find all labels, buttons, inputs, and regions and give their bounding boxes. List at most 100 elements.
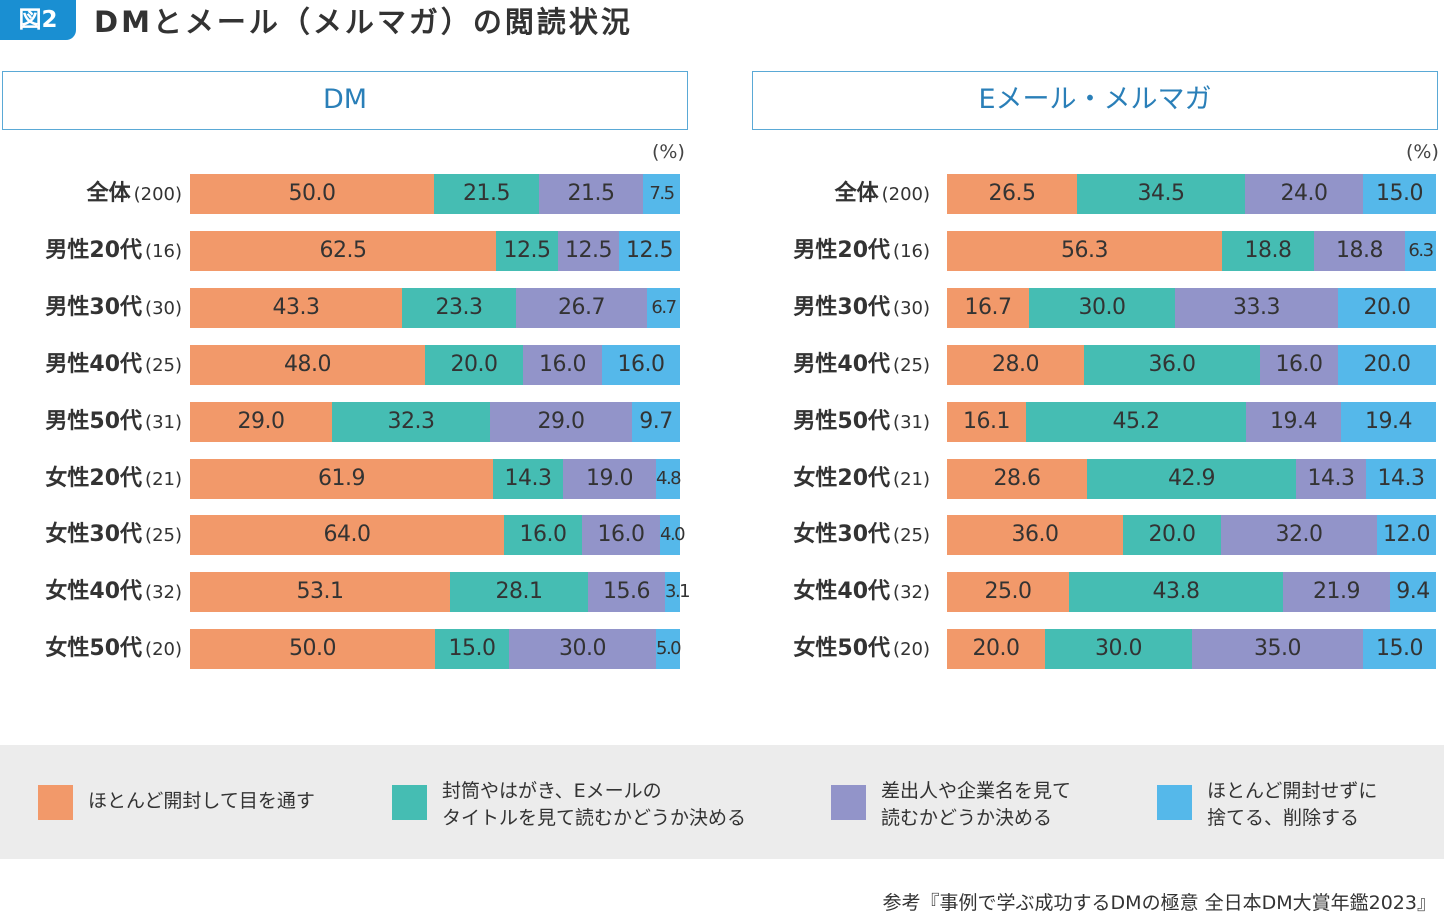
bar-segment-4: 12.5 [619,231,680,271]
bar-dm: 29.0 32.3 29.0 9.7 [190,402,680,442]
row-category: 男性20代 [45,238,143,263]
legend-swatch-2 [392,785,427,820]
legend [0,745,1444,859]
bar-segment-1: 50.0 [190,174,434,214]
row-category: 女性50代 [793,636,891,661]
bar-dm: 53.1 28.1 15.6 3.1 [190,572,691,612]
row-sample-size: (20) [145,639,182,660]
row-sample-size: (30) [145,298,182,319]
panel-header-dm: DM [2,71,688,130]
row-label-email: 女性50代 (20) [793,629,930,669]
bar-segment-3: 16.0 [1260,345,1338,385]
legend-swatch-1 [38,785,73,820]
row-sample-size: (31) [893,412,930,433]
bar-segment-4: 19.4 [1341,402,1436,442]
row-label-dm: 男性40代 (25) [45,345,182,385]
bar-segment-3: 30.0 [509,629,656,669]
bar-segment-1: 53.1 [190,572,450,612]
row-label-dm: 女性40代 (32) [45,572,182,612]
bar-segment-1: 16.1 [947,402,1026,442]
bar-segment-1: 62.5 [190,231,496,271]
row-label-dm: 女性30代 (25) [45,515,182,555]
bar-segment-1: 28.6 [947,459,1087,499]
bar-segment-3: 35.0 [1192,629,1363,669]
bar-segment-1: 36.0 [947,515,1123,555]
row-sample-size: (31) [145,412,182,433]
bar-segment-4: 6.3 [1405,231,1436,271]
legend-swatch-4 [1157,785,1192,820]
bar-segment-4: 12.0 [1377,515,1436,555]
row-category: 男性20代 [793,238,891,263]
row-category: 男性50代 [793,409,891,434]
unit-label-dm: (%) [652,141,685,163]
bar-email: 28.0 36.0 16.0 20.0 [947,345,1436,385]
legend-text-1: ほとんど開封して目を通す [88,790,315,812]
bar-segment-2: 16.0 [504,515,582,555]
bar-segment-1: 48.0 [190,345,425,385]
bar-segment-4: 3.1 [665,572,691,612]
bar-segment-1: 43.3 [190,288,402,328]
unit-label-email: (%) [1406,141,1439,163]
bar-segment-2: 23.3 [402,288,516,328]
bar-segment-4: 16.0 [602,345,680,385]
bar-dm: 48.0 20.0 16.0 16.0 [190,345,680,385]
bar-segment-2: 34.5 [1077,174,1245,214]
bar-email: 16.7 30.0 33.3 20.0 [947,288,1436,328]
bar-segment-3: 14.3 [1296,459,1366,499]
row-label-email: 男性50代 (31) [793,402,930,442]
bar-dm: 61.9 14.3 19.0 4.8 [190,459,682,499]
bar-segment-4: 6.7 [647,288,680,328]
bar-dm: 43.3 23.3 26.7 6.7 [190,288,680,328]
bar-email: 25.0 43.8 21.9 9.4 [947,572,1436,612]
bar-dm: 50.0 21.5 21.5 7.5 [190,174,680,214]
bar-segment-3: 32.0 [1221,515,1377,555]
bar-segment-4: 15.0 [1363,629,1436,669]
legend-text-4: ほとんど開封せずに 捨てる、削除する [1207,780,1378,829]
bar-segment-3: 21.5 [539,174,643,214]
bar-segment-4: 20.0 [1338,345,1436,385]
bar-segment-3: 19.0 [563,459,656,499]
row-category: 女性40代 [793,579,891,604]
row-label-dm: 男性30代 (30) [45,288,182,328]
row-sample-size: (200) [881,184,930,205]
row-category: 女性50代 [45,636,143,661]
bar-segment-1: 64.0 [190,515,504,555]
row-sample-size: (200) [133,184,182,205]
bar-segment-3: 16.0 [523,345,602,385]
row-label-dm: 女性20代 (21) [45,459,182,499]
bar-segment-2: 43.8 [1069,572,1283,612]
bar-dm: 62.5 12.5 12.5 12.5 [190,231,680,271]
bar-segment-1: 29.0 [190,402,332,442]
bar-segment-3: 18.8 [1314,231,1405,271]
bar-segment-1: 56.3 [947,231,1222,271]
bar-segment-1: 50.0 [190,629,435,669]
bar-segment-3: 29.0 [490,402,632,442]
row-sample-size: (30) [893,298,930,319]
row-category: 男性40代 [793,352,891,377]
bar-segment-2: 30.0 [1029,288,1175,328]
figure-title: DMとメール（メルマガ）の閲読状況 [94,5,633,39]
bar-segment-1: 16.7 [947,288,1029,328]
bar-segment-3: 16.0 [582,515,660,555]
row-sample-size: (25) [893,355,930,376]
row-sample-size: (25) [145,355,182,376]
bar-email: 20.0 30.0 35.0 15.0 [947,629,1436,669]
legend-text-2: 封筒やはがき、Eメールの タイトルを見て読むかどうか決める [442,780,747,829]
row-sample-size: (16) [893,241,930,262]
row-label-dm: 全体 (200) [87,174,182,214]
bar-segment-3: 24.0 [1245,174,1363,214]
bar-segment-1: 28.0 [947,345,1084,385]
bar-segment-2: 28.1 [450,572,588,612]
row-category: 全体 [834,181,879,206]
row-category: 男性40代 [45,352,143,377]
bar-email: 36.0 20.0 32.0 12.0 [947,515,1436,555]
row-label-dm: 男性50代 (31) [45,402,182,442]
row-label-email: 全体 (200) [835,174,930,214]
row-label-email: 女性20代 (21) [793,459,930,499]
legend-text-3: 差出人や企業名を見て 読むかどうか決める [881,780,1072,829]
row-sample-size: (21) [893,469,930,490]
row-sample-size: (21) [145,469,182,490]
bar-segment-4: 15.0 [1363,174,1436,214]
bar-segment-3: 15.6 [588,572,665,612]
bar-segment-2: 20.0 [1123,515,1221,555]
